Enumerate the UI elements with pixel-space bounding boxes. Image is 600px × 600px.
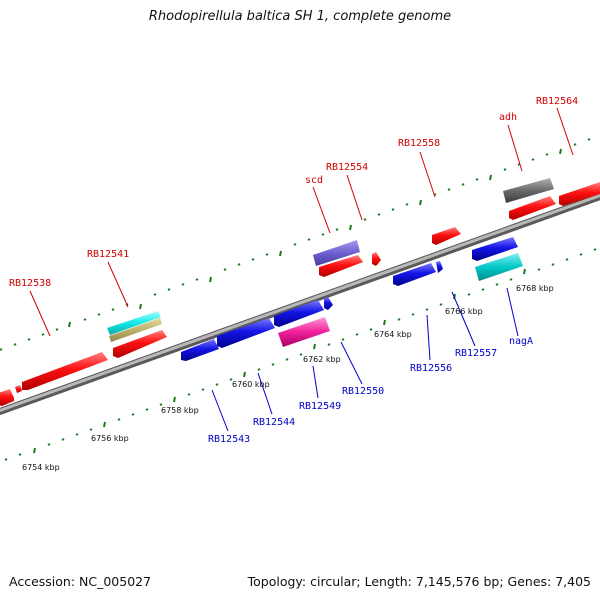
gene-arrow-forward[interactable] [509, 196, 556, 220]
gene-arrow-forward[interactable] [22, 352, 108, 390]
gene-arrow-reverse[interactable] [181, 339, 219, 361]
gene-arrow-forward[interactable] [372, 252, 381, 266]
forward-strand-genes [0, 178, 600, 406]
gene-label[interactable]: RB12541 [87, 249, 129, 260]
genome-title: Rhodopirellula baltica SH 1, complete ge… [148, 9, 452, 24]
genome-summary-text: Topology: circular; Length: 7,145,576 bp… [247, 574, 591, 589]
genome-backbone [0, 192, 600, 416]
scale-label: 6766 kbp [445, 307, 483, 316]
gene-label[interactable]: RB12550 [342, 386, 384, 397]
reverse-strand-genes [181, 237, 523, 361]
gene-arrow-reverse[interactable] [472, 237, 518, 261]
accession-text: Accession: NC_005027 [9, 574, 152, 589]
gene-label[interactable]: RB12557 [455, 348, 497, 359]
feature-magenta[interactable] [278, 317, 330, 347]
reverse-gene-labels: RB12543 RB12544 RB12549 RB12550 RB12556 … [208, 336, 533, 445]
gene-label[interactable]: RB12543 [208, 434, 250, 445]
gene-arrow-reverse[interactable] [274, 300, 324, 327]
label-leader-lines [29, 107, 574, 432]
forward-gene-labels: RB12538 RB12541 scd RB12554 RB12558 adh … [9, 96, 578, 289]
feature-khaki[interactable] [109, 318, 162, 342]
gene-label[interactable]: adh [499, 112, 517, 123]
scale-label: 6768 kbp [516, 284, 554, 293]
feature-teal-naga[interactable] [475, 253, 523, 281]
gene-arrow-forward[interactable] [0, 389, 14, 406]
scale-label: 6764 kbp [374, 330, 412, 339]
gene-arrow-forward[interactable] [319, 255, 363, 277]
scale-label: 6762 kbp [303, 355, 341, 364]
feature-gray-adh[interactable] [503, 178, 554, 203]
gene-arrow-forward[interactable] [432, 227, 461, 245]
gene-arrow-reverse[interactable] [324, 297, 333, 310]
gene-label[interactable]: nagA [509, 336, 533, 347]
gene-arrow-reverse[interactable] [436, 261, 443, 273]
upper-scale-ticks [0, 138, 591, 351]
feature-purple-scd[interactable] [313, 240, 360, 266]
gene-label[interactable]: RB12544 [253, 417, 295, 428]
gene-label[interactable]: RB12558 [398, 138, 440, 149]
gene-label[interactable]: RB12554 [326, 162, 368, 173]
scale-label: 6756 kbp [91, 434, 129, 443]
gene-arrow-reverse[interactable] [217, 318, 275, 348]
gene-arrow-forward[interactable] [15, 385, 22, 393]
scale-label: 6760 kbp [232, 380, 270, 389]
gene-arrow-reverse[interactable] [393, 263, 436, 286]
scale-labels: 6754 kbp 6756 kbp 6758 kbp 6760 kbp 6762… [22, 284, 554, 472]
gene-arrow-forward[interactable] [559, 182, 600, 206]
gene-label[interactable]: RB12556 [410, 363, 452, 374]
gene-label[interactable]: RB12564 [536, 96, 578, 107]
gene-label[interactable]: RB12538 [9, 278, 51, 289]
feature-cyan[interactable] [107, 311, 161, 335]
lower-scale-ticks [4, 248, 597, 461]
gene-label[interactable]: RB12549 [299, 401, 341, 412]
gene-arrow-forward[interactable] [113, 330, 167, 358]
scale-label: 6754 kbp [22, 463, 60, 472]
scale-label: 6758 kbp [161, 406, 199, 415]
gene-label[interactable]: scd [305, 175, 323, 186]
